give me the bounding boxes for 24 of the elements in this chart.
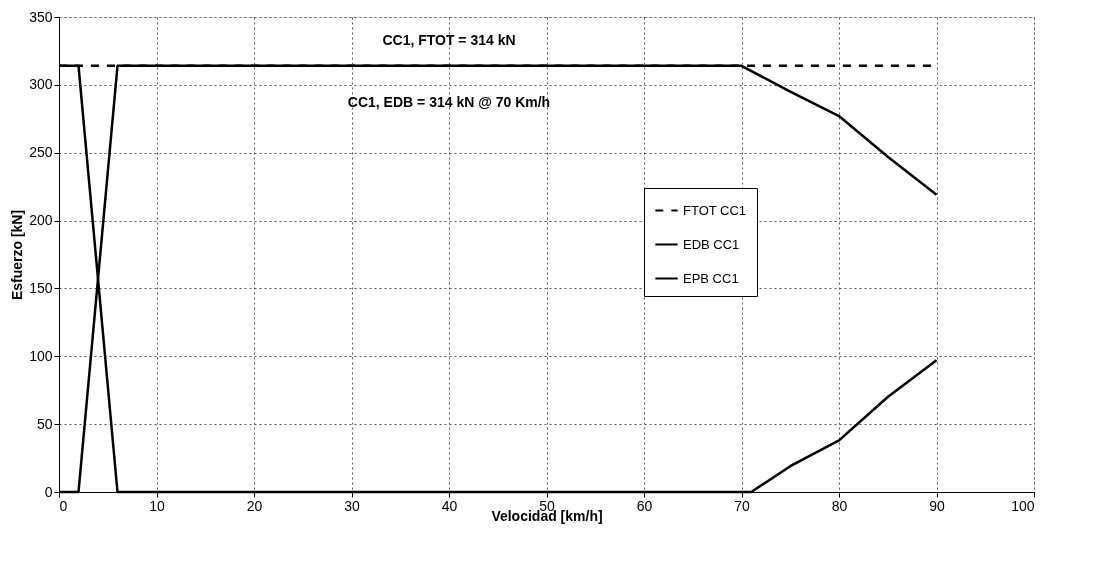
y-tick-label: 150 (29, 279, 53, 296)
y-tick-label: 350 (29, 8, 53, 25)
legend-label: FTOT CC1 (683, 202, 747, 218)
annotation: CC1, FTOT = 314 kN (382, 31, 516, 48)
y-tick-label: 300 (29, 76, 53, 93)
x-tick-label: 60 (636, 497, 653, 514)
x-tick-label: 30 (344, 497, 360, 514)
y-tick-label: 100 (29, 347, 53, 364)
x-tick-label: 10 (149, 497, 165, 514)
y-tick-label: 250 (29, 144, 53, 161)
y-tick-label: 200 (29, 212, 53, 229)
legend-label: EDB CC1 (683, 236, 740, 252)
x-tick-label: 40 (441, 497, 458, 514)
y-axis-title: Esfuerzo [kN] (9, 209, 26, 301)
legend-label: EPB CC1 (683, 270, 739, 286)
x-tick-label: 20 (246, 497, 263, 514)
y-tick-label: 0 (44, 483, 53, 500)
x-tick-label: 0 (59, 497, 68, 514)
x-tick-label: 80 (831, 497, 848, 514)
x-tick-label: 100 (1011, 497, 1035, 514)
y-tick-label: 50 (36, 415, 53, 432)
annotation: CC1, EDB = 314 kN @ 70 Km/h (347, 93, 551, 110)
x-tick-label: 70 (734, 497, 750, 514)
x-tick-label: 90 (929, 497, 945, 514)
